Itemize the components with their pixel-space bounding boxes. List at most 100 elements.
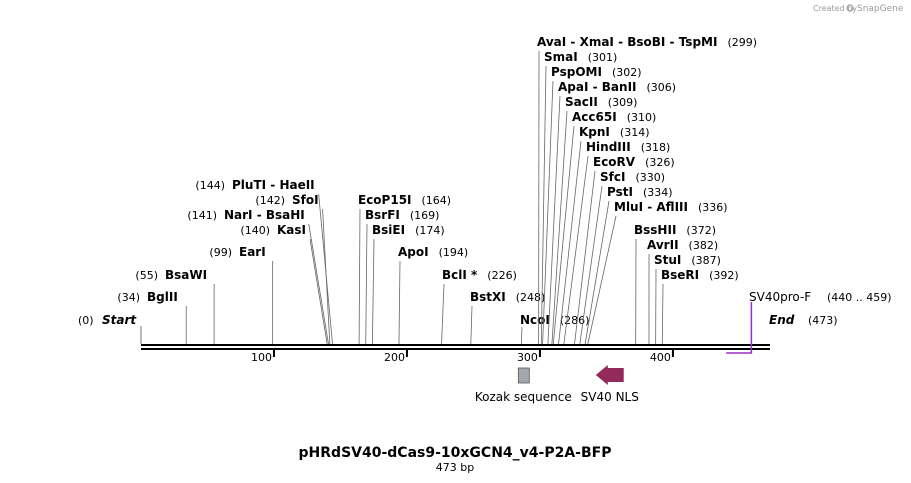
site-name: MluI - AflIII <box>614 200 688 214</box>
site-position: (169) <box>410 209 440 222</box>
start-position: (0) <box>78 314 94 327</box>
site-apoi[interactable]: ApoI (194) <box>398 245 468 345</box>
site-bstxi[interactable]: BstXI (248) <box>470 290 546 345</box>
site-leader-line <box>398 260 401 345</box>
feature-arrow <box>595 365 624 385</box>
site-leader-line <box>540 65 547 345</box>
site-bsiei[interactable]: BsiEI (174) <box>371 223 445 345</box>
site-hindiii[interactable]: HindIII (318) <box>563 140 671 345</box>
site-position: (336) <box>698 201 728 214</box>
site-bsawi[interactable]: BsaWI (55) <box>135 268 215 344</box>
site-psti[interactable]: PstI (334) <box>584 185 673 345</box>
site-sfci[interactable]: SfcI (330) <box>579 170 665 345</box>
site-mlui[interactable]: MluI - AflIII (336) <box>587 200 728 345</box>
site-position: (309) <box>608 96 638 109</box>
restriction-sites: BglII(34) BsaWI (55) EarI (99) KasI(140)NarI … <box>117 35 757 345</box>
credit-text: Created by <box>813 4 857 13</box>
primer-range: (440 .. 459) <box>827 291 892 304</box>
site-bsshii[interactable]: BssHII (372) <box>634 223 716 345</box>
site-position: (141) <box>187 209 217 222</box>
features: Kozak sequence SV40 NLS <box>475 365 639 404</box>
site-bglii[interactable]: BglII (34) <box>117 290 187 344</box>
site-name: BsaWI <box>165 268 207 282</box>
site-name: AvrII <box>647 238 679 252</box>
site-leader-line <box>542 80 554 345</box>
site-name: KpnI <box>579 125 610 139</box>
site-name: PstI <box>607 185 633 199</box>
site-position: (302) <box>612 66 642 79</box>
site-position: (382) <box>689 239 719 252</box>
snapgene-logo-icon <box>846 4 854 12</box>
site-position: (326) <box>645 156 675 169</box>
site-sacii[interactable]: SacII (309) <box>551 95 638 345</box>
site-leader-line <box>547 95 561 345</box>
site-bseri[interactable]: BseRI (392) <box>661 268 739 345</box>
site-position: (314) <box>620 126 650 139</box>
site-apai[interactable]: ApaI - BanII (306) <box>547 80 676 345</box>
site-avrii[interactable]: AvrII (382) <box>647 238 719 345</box>
site-position: (310) <box>627 111 657 124</box>
site-name: EcoRV <box>593 155 636 169</box>
site-bcli[interactable]: BclI * (226) <box>441 268 517 345</box>
site-leader-line <box>661 283 664 345</box>
site-name: ApoI <box>398 245 429 259</box>
site-leader-line <box>358 208 361 345</box>
primer-name: SV40pro-F <box>749 290 811 304</box>
site-name: StuI <box>654 253 681 267</box>
site-position: (248) <box>516 291 546 304</box>
feature-shape <box>517 367 530 384</box>
site-name: PspOMI <box>551 65 602 79</box>
site-leader-line <box>574 170 596 345</box>
feature-sv40-nls[interactable]: SV40 NLS <box>581 365 639 404</box>
backbone-bottom-strand <box>141 348 770 350</box>
site-name: NcoI <box>520 313 550 327</box>
site-leader-line <box>558 140 582 345</box>
site-leader-line <box>371 238 375 345</box>
site-bsrfi[interactable]: BsrFI (169) <box>365 208 440 345</box>
end-position: (473) <box>808 314 838 327</box>
site-position: (174) <box>415 224 445 237</box>
site-acc65i[interactable]: Acc65I (310) <box>552 110 657 345</box>
site-name: SfcI <box>600 170 625 184</box>
site-kasi[interactable]: KasI (140) <box>240 223 328 345</box>
site-avai[interactable]: AvaI - XmaI - BsoBI - TspMI (299) <box>537 35 757 345</box>
site-kpni[interactable]: KpnI (314) <box>558 125 650 345</box>
tick-label: 200 <box>384 351 405 364</box>
site-name: EarI <box>239 245 266 259</box>
feature-kozak-sequence[interactable]: Kozak sequence <box>475 367 572 404</box>
site-name: AvaI - XmaI - BsoBI - TspMI <box>537 35 717 49</box>
site-leader-line <box>318 193 333 345</box>
site-leader-line <box>552 125 575 345</box>
site-pluti[interactable]: PluTI - HaeII (144) <box>195 178 333 345</box>
site-ecorv[interactable]: EcoRV (326) <box>574 155 675 345</box>
site-name: PluTI - HaeII <box>232 178 315 192</box>
site-name: BssHII <box>634 223 676 237</box>
site-name: SacII <box>565 95 598 109</box>
site-nari[interactable]: NarI - BsaHI (141) <box>187 208 329 345</box>
site-name: Acc65I <box>572 110 617 124</box>
site-sfoi[interactable]: SfoI (142) <box>255 193 331 345</box>
site-leader-line <box>587 215 617 345</box>
site-leader-line <box>579 185 603 345</box>
site-position: (99) <box>209 246 232 259</box>
credit-brand: SnapGene <box>857 4 904 14</box>
site-position: (318) <box>641 141 671 154</box>
site-position: (55) <box>135 269 158 282</box>
primer-sv40pro-f[interactable]: SV40pro-F (440 .. 459) <box>726 290 892 354</box>
site-name: BsrFI <box>365 208 400 222</box>
site-position: (392) <box>709 269 739 282</box>
primer-arrow <box>726 302 753 354</box>
site-eari[interactable]: EarI (99) <box>209 245 274 344</box>
site-smai[interactable]: SmaI (301) <box>540 50 618 345</box>
site-stui[interactable]: StuI (387) <box>654 253 721 345</box>
site-position: (34) <box>117 291 140 304</box>
site-leader-line <box>520 326 523 345</box>
site-position: (164) <box>422 194 452 207</box>
ruler-ticks: 100 200 300 400 <box>251 350 674 364</box>
site-position: (334) <box>643 186 673 199</box>
site-pspomi[interactable]: PspOMI (302) <box>542 65 642 345</box>
plasmid-name: pHRdSV40-dCas9-10xGCN4_v4-P2A-BFP <box>299 445 612 461</box>
site-position: (301) <box>588 51 618 64</box>
site-ecop15i[interactable]: EcoP15I (164) <box>358 193 452 345</box>
